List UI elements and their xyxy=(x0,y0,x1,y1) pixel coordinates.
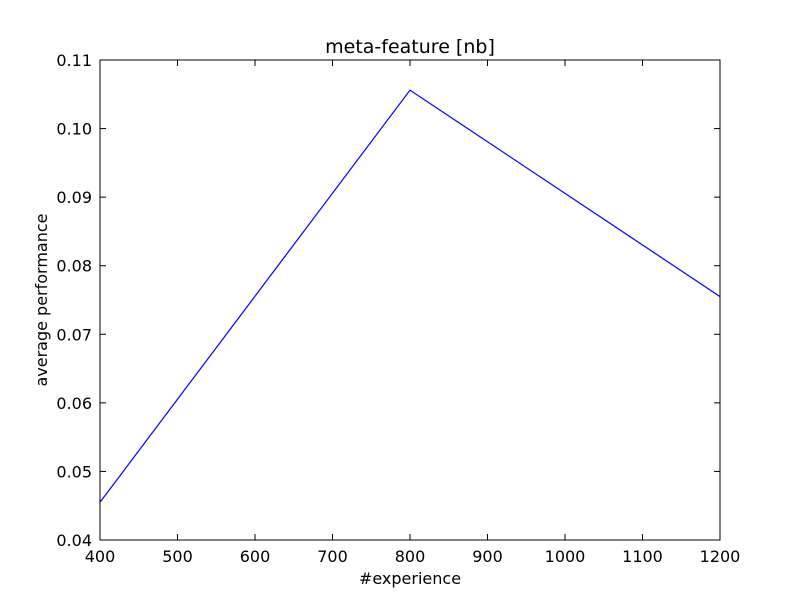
plot-frame xyxy=(99,59,721,541)
y-tick-label: 0.07 xyxy=(56,325,92,344)
x-tick-label: 400 xyxy=(85,547,116,566)
x-tick-label: 500 xyxy=(162,547,193,566)
chart-title: meta-feature [nb] xyxy=(325,36,495,58)
x-tick-label: 600 xyxy=(240,547,271,566)
y-tick-label: 0.10 xyxy=(56,120,92,139)
y-tick-label: 0.11 xyxy=(56,51,92,70)
x-tick-label: 800 xyxy=(395,547,426,566)
axes: 400 500 600 700 800 900 1000 1100 1200 0.04 0.05 0.… xyxy=(56,51,740,566)
y-tick-label: 0.04 xyxy=(56,531,92,550)
x-axis-label: #experience xyxy=(359,569,461,588)
y-axis-label: average performance xyxy=(32,213,51,386)
plot-area xyxy=(99,89,721,503)
y-tick-label: 0.08 xyxy=(56,257,92,276)
y-tick-label: 0.05 xyxy=(56,462,92,481)
y-tick-label: 0.06 xyxy=(56,394,92,413)
x-tick-label: 1100 xyxy=(622,547,663,566)
x-tick-label: 1200 xyxy=(700,547,741,566)
series-line-0 xyxy=(99,89,721,503)
x-tick-label: 700 xyxy=(317,547,348,566)
x-tick-label: 900 xyxy=(472,547,503,566)
y-tick-label: 0.09 xyxy=(56,188,92,207)
x-tick-label: 1000 xyxy=(545,547,586,566)
